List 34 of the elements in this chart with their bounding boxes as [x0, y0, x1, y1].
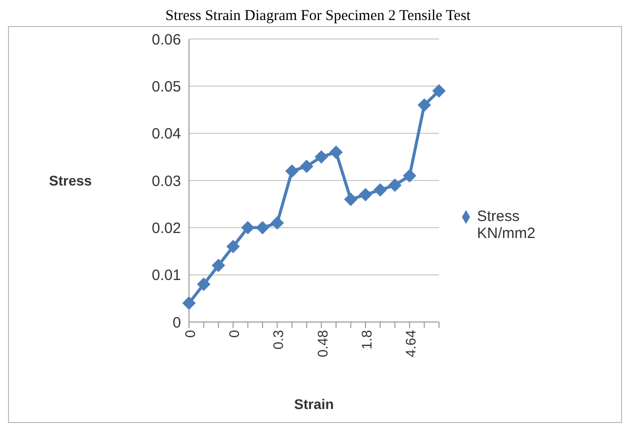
- legend-label: Stress KN/mm2: [477, 208, 536, 242]
- y-tick-label: 0.06: [152, 31, 181, 48]
- y-axis-title: Stress: [49, 172, 92, 188]
- point: [418, 98, 431, 112]
- y-tick-label: 0.01: [152, 267, 181, 284]
- chart-title: Stress Strain Diagram For Specimen 2 Tensile Test: [164, 8, 472, 26]
- y-tick-label: 0.04: [152, 126, 181, 143]
- x-tick-label: 0: [226, 330, 242, 338]
- point: [374, 183, 387, 196]
- point: [403, 169, 416, 182]
- point: [270, 216, 284, 230]
- point: [314, 150, 328, 164]
- point: [212, 258, 225, 272]
- point: [432, 84, 446, 98]
- point: [285, 164, 298, 178]
- y-tick-label: 0.02: [152, 220, 181, 237]
- point: [330, 146, 343, 159]
- point: [197, 278, 210, 291]
- point: [300, 160, 314, 173]
- x-tick-label: 1.8: [358, 330, 374, 350]
- point: [256, 221, 270, 234]
- point: [344, 192, 358, 206]
- point: [226, 240, 240, 254]
- x-tick-label: 4.64: [402, 330, 419, 358]
- y-tick-label: 0.03: [152, 172, 181, 190]
- x-tick-label: 0.48: [314, 330, 330, 358]
- x-tick-label: 0.3: [270, 330, 286, 350]
- y-tick-label: 0.05: [152, 78, 181, 96]
- x-tick-label: 0: [182, 330, 198, 338]
- point: [388, 178, 402, 192]
- point: [358, 188, 372, 202]
- x-axis-title: Strain: [294, 396, 334, 412]
- point: [241, 221, 254, 234]
- point: [182, 296, 196, 310]
